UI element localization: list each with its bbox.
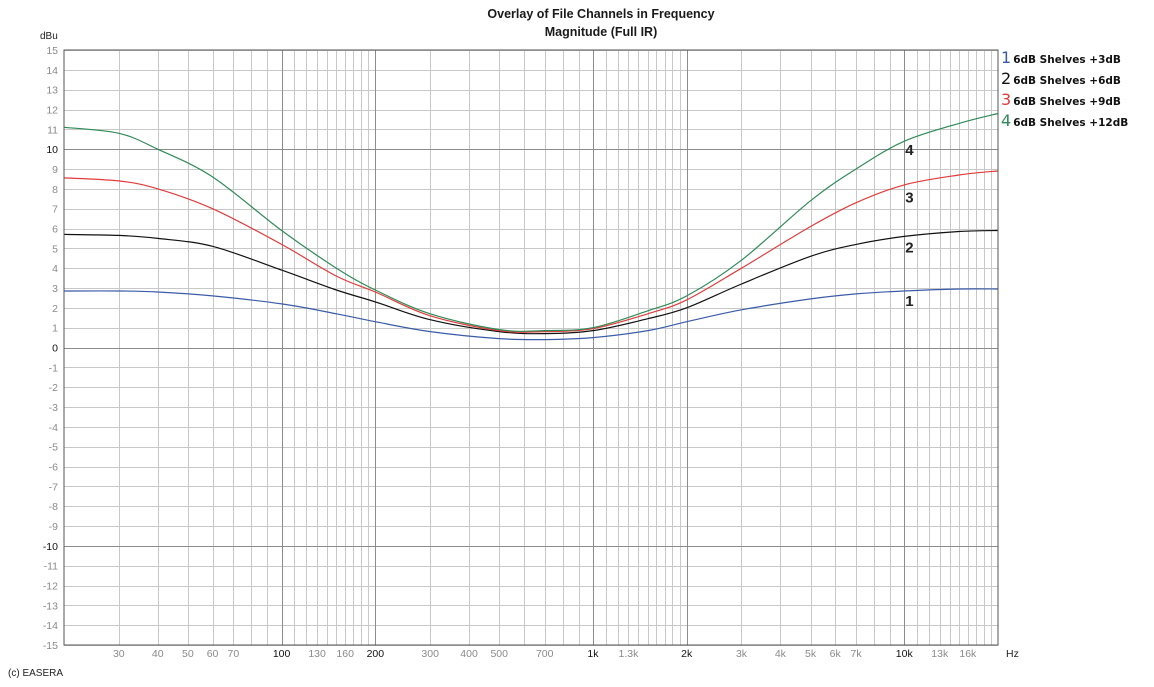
series-layer xyxy=(63,112,999,341)
series-line-4 xyxy=(63,112,999,332)
y-tick-label: -1 xyxy=(49,362,58,374)
x-tick-label: 6k xyxy=(830,648,842,660)
x-tick-label: 500 xyxy=(490,648,508,660)
x-tick-label: 40 xyxy=(152,648,164,660)
y-tick-label: 12 xyxy=(46,105,58,117)
legend-label: 6dB Shelves +12dB xyxy=(1013,117,1129,129)
chart-title: Overlay of File Channels in Frequency xyxy=(487,7,715,21)
series-line-2 xyxy=(63,229,999,335)
legend-number: 4 xyxy=(1001,111,1012,130)
legend-label: 6dB Shelves +9dB xyxy=(1013,96,1121,108)
y-tick-label: 3 xyxy=(52,283,58,295)
y-tick-label: 11 xyxy=(47,124,58,136)
x-tick-label: 16k xyxy=(959,648,977,660)
y-tick-label: -6 xyxy=(49,462,58,474)
x-tick-label: 2k xyxy=(681,648,693,660)
legend: 1 6dB Shelves +3dB 2 6dB Shelves +6dB 3 … xyxy=(1001,48,1128,132)
curve-number-label: 4 xyxy=(905,142,914,159)
x-axis-unit-label: Hz xyxy=(1006,648,1019,660)
grid-minor xyxy=(64,50,998,646)
series-line-3 xyxy=(63,170,999,333)
y-tick-label: 5 xyxy=(52,243,58,255)
legend-item-2: 2 6dB Shelves +6dB xyxy=(1001,69,1128,90)
x-axis-tick-labels: 30 40 50 60 70 100 130 160 200 300 400 500 700 1k 1.3k… xyxy=(113,648,977,660)
y-axis-unit-label: dBu xyxy=(40,31,58,42)
legend-number: 2 xyxy=(1001,69,1012,88)
y-tick-label: 13 xyxy=(46,85,58,97)
x-tick-label: 5k xyxy=(805,648,817,660)
legend-item-1: 1 6dB Shelves +3dB xyxy=(1001,48,1128,69)
y-tick-label: -14 xyxy=(43,620,58,632)
y-tick-label: -15 xyxy=(43,640,58,652)
x-tick-label: 7k xyxy=(851,648,863,660)
y-tick-label: -2 xyxy=(49,382,58,394)
y-tick-label: -13 xyxy=(43,600,58,612)
x-tick-label: 1.3k xyxy=(618,648,639,660)
legend-label: 6dB Shelves +3dB xyxy=(1013,54,1121,66)
y-tick-label: -3 xyxy=(49,402,58,414)
y-tick-label: 7 xyxy=(52,204,58,216)
y-tick-label: 14 xyxy=(46,65,58,77)
plot-frame xyxy=(63,49,999,646)
curve-number-label: 1 xyxy=(905,293,913,310)
y-tick-label: 6 xyxy=(52,224,58,236)
y-tick-label: -11 xyxy=(44,561,59,573)
x-tick-label: 3k xyxy=(736,648,748,660)
y-tick-label: -5 xyxy=(49,442,58,454)
x-tick-label: 10k xyxy=(896,648,914,660)
y-axis-tick-labels: 1514131211109876543210-1-2-3-4-5-6-7-8-9… xyxy=(43,45,58,652)
y-tick-label: -7 xyxy=(49,481,58,493)
y-tick-label: 4 xyxy=(52,263,58,275)
y-tick-label: -9 xyxy=(49,521,58,533)
y-tick-label: 1 xyxy=(52,323,58,335)
x-tick-label: 60 xyxy=(207,648,219,660)
copyright-text: (c) EASERA xyxy=(8,668,64,679)
legend-number: 3 xyxy=(1001,90,1012,109)
chart-subtitle: Magnitude (Full IR) xyxy=(544,25,658,39)
legend-label: 6dB Shelves +6dB xyxy=(1013,75,1121,87)
y-tick-label: 2 xyxy=(52,303,58,315)
legend-item-3: 3 6dB Shelves +9dB xyxy=(1001,90,1128,111)
x-tick-label: 400 xyxy=(460,648,478,660)
x-tick-label: 30 xyxy=(113,648,125,660)
x-tick-label: 70 xyxy=(228,648,240,660)
x-tick-label: 130 xyxy=(308,648,326,660)
curve-number-labels: 1 2 3 4 xyxy=(905,142,914,310)
y-tick-label: 10 xyxy=(46,144,58,156)
x-tick-label: 4k xyxy=(775,648,787,660)
y-tick-label: 9 xyxy=(52,164,58,176)
y-tick-label: 0 xyxy=(52,343,58,355)
y-tick-label: 15 xyxy=(46,45,58,57)
y-tick-label: -8 xyxy=(49,501,58,513)
x-tick-label: 50 xyxy=(182,648,194,660)
curve-number-label: 3 xyxy=(905,190,913,207)
grid-major xyxy=(64,50,998,645)
x-tick-label: 200 xyxy=(367,648,385,660)
y-tick-label: -12 xyxy=(43,581,58,593)
y-tick-label: -10 xyxy=(43,541,58,553)
series-line-1 xyxy=(63,288,999,341)
x-tick-label: 1k xyxy=(587,648,599,660)
curve-number-label: 2 xyxy=(905,239,913,256)
y-tick-label: 8 xyxy=(52,184,58,196)
x-tick-label: 13k xyxy=(931,648,949,660)
legend-item-4: 4 6dB Shelves +12dB xyxy=(1001,111,1128,132)
x-tick-label: 160 xyxy=(336,648,354,660)
x-tick-label: 100 xyxy=(273,648,291,660)
x-tick-label: 300 xyxy=(421,648,439,660)
x-tick-label: 700 xyxy=(536,648,554,660)
legend-number: 1 xyxy=(1001,48,1012,67)
y-tick-label: -4 xyxy=(49,422,58,434)
